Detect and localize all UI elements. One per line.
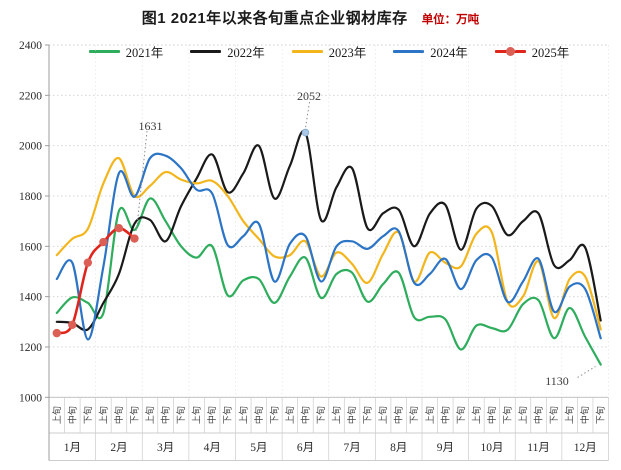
- annotation-leader-1130: [577, 366, 596, 378]
- annotation-leader-1631: [136, 130, 148, 232]
- legend-label: 2025年: [531, 45, 570, 60]
- legend-swatch-icon: [88, 49, 120, 53]
- legend-item-2023: 2023年: [291, 42, 367, 61]
- x-label-month: 3月: [157, 442, 174, 454]
- legend-swatch-icon: [494, 46, 526, 56]
- x-label-period: 上旬: [377, 406, 388, 424]
- legend-item-2024: 2024年: [393, 42, 468, 61]
- legend-label: 2022年: [227, 45, 265, 60]
- x-label-month: 4月: [204, 442, 221, 454]
- chart-legend: 2021年 2022年 2023年 2024年 2025年: [49, 41, 609, 61]
- x-label-period: 上旬: [284, 406, 295, 424]
- y-tick-label: 2200: [19, 90, 42, 102]
- data-point-2025: [130, 234, 139, 243]
- legend-swatch-icon: [393, 49, 425, 53]
- x-label-month: 12月: [574, 442, 597, 454]
- x-label-month: 10月: [480, 442, 503, 454]
- x-label-period: 中旬: [486, 406, 497, 424]
- annotation-leader-2052: [305, 101, 310, 129]
- x-label-period: 上旬: [470, 406, 481, 424]
- x-label-period: 上旬: [424, 406, 435, 424]
- x-label-period: 中旬: [439, 406, 450, 424]
- x-label-period: 下旬: [175, 406, 186, 424]
- legend-label: 2021年: [125, 45, 164, 60]
- y-tick-label: 2400: [19, 40, 42, 52]
- unit-label: 单位：万吨: [421, 14, 480, 26]
- x-label-period: 上旬: [191, 406, 202, 424]
- x-label-period: 上旬: [237, 406, 248, 424]
- legend-label: 2023年: [328, 45, 367, 60]
- x-label-period: 下旬: [362, 406, 373, 424]
- x-label-month: 11月: [527, 442, 550, 454]
- x-label-period: 上旬: [564, 406, 575, 424]
- x-label-period: 中旬: [533, 406, 544, 424]
- x-label-period: 中旬: [579, 406, 590, 424]
- x-label-period: 上旬: [97, 406, 108, 424]
- data-point-2025: [68, 320, 77, 330]
- x-label-period: 下旬: [455, 406, 466, 424]
- x-label-period: 下旬: [548, 406, 559, 424]
- series-line-2022: [55, 129, 602, 332]
- x-label-period: 上旬: [51, 406, 62, 424]
- x-label-period: 中旬: [113, 406, 124, 424]
- series-line-2024: [55, 152, 602, 341]
- x-label-period: 下旬: [595, 406, 606, 424]
- x-label-period: 中旬: [66, 406, 77, 424]
- x-label-period: 下旬: [315, 406, 326, 424]
- x-label-month: 6月: [297, 442, 314, 454]
- x-label-period: 上旬: [517, 406, 528, 424]
- annotation-point-2052: [301, 128, 310, 137]
- x-label-period: 中旬: [253, 406, 264, 424]
- x-label-period: 中旬: [393, 406, 404, 424]
- x-label-month: 7月: [343, 442, 360, 454]
- legend-item-2025: 2025年: [494, 42, 570, 61]
- title-row: 图1 2021年以来各旬重点企业钢材库存 单位：万吨: [0, 7, 621, 28]
- x-label-month: 8月: [390, 442, 407, 454]
- x-label-month: 5月: [250, 442, 267, 454]
- y-tick-label: 1200: [19, 342, 42, 354]
- x-label-period: 上旬: [331, 406, 342, 424]
- x-label-period: 中旬: [299, 406, 310, 424]
- y-tick-label: 1000: [19, 392, 42, 404]
- y-tick-label: 2000: [19, 141, 42, 153]
- x-label-month: 2月: [110, 442, 127, 454]
- data-point-2025: [114, 223, 124, 233]
- legend-label: 2024年: [430, 45, 468, 60]
- x-label-period: 上旬: [144, 406, 155, 424]
- legend-item-2022: 2022年: [190, 42, 265, 61]
- x-label-period: 下旬: [222, 406, 233, 424]
- x-label-month: 9月: [437, 442, 454, 454]
- data-point-2025: [99, 237, 108, 247]
- x-label-period: 中旬: [206, 406, 217, 424]
- legend-marker-dot-icon: [505, 46, 515, 56]
- x-label-period: 中旬: [346, 406, 357, 424]
- series-line-2021: [55, 197, 602, 366]
- data-point-2025: [52, 328, 61, 338]
- y-tick-label: 1600: [19, 241, 42, 253]
- x-label-period: 下旬: [128, 406, 139, 424]
- x-label-period: 中旬: [160, 406, 171, 424]
- data-point-2025: [83, 258, 93, 267]
- x-label-period: 下旬: [408, 406, 419, 424]
- annotation-label-1631: 1631: [139, 119, 163, 133]
- series-line-2023: [55, 157, 602, 331]
- x-label-period: 下旬: [501, 406, 512, 424]
- legend-item-2021: 2021年: [88, 42, 164, 61]
- legend-swatch-icon: [190, 49, 222, 53]
- y-tick-label: 1400: [19, 292, 42, 304]
- x-label-month: 1月: [64, 442, 81, 454]
- x-label-period: 下旬: [82, 406, 93, 424]
- x-label-period: 下旬: [268, 406, 279, 424]
- legend-swatch-icon: [291, 49, 323, 53]
- annotation-label-1130: 1130: [545, 374, 569, 388]
- annotation-label-2052: 2052: [297, 89, 321, 103]
- chart-title: 图1 2021年以来各旬重点企业钢材库存: [141, 10, 408, 27]
- y-tick-label: 1800: [19, 191, 42, 203]
